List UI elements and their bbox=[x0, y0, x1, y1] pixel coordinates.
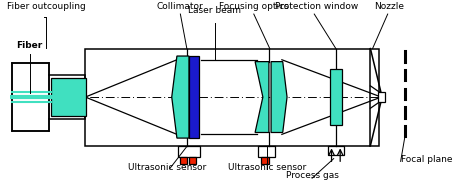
Bar bbox=[12, 63, 49, 131]
Bar bbox=[329, 69, 341, 125]
Text: Ultrasonic sensor: Ultrasonic sensor bbox=[128, 163, 206, 172]
Text: Ultrasonic sensor: Ultrasonic sensor bbox=[227, 163, 305, 172]
Text: Focal plane: Focal plane bbox=[400, 155, 451, 164]
Bar bbox=[257, 146, 275, 157]
Bar bbox=[49, 75, 85, 119]
Bar bbox=[180, 157, 186, 164]
Text: Laser beam: Laser beam bbox=[188, 6, 241, 15]
Polygon shape bbox=[270, 62, 286, 133]
Bar bbox=[327, 146, 343, 155]
Bar bbox=[85, 49, 378, 146]
Text: Protection window: Protection window bbox=[274, 2, 357, 11]
Text: Focusing optics: Focusing optics bbox=[218, 2, 288, 11]
Bar bbox=[178, 146, 199, 157]
Text: Collimator: Collimator bbox=[157, 2, 203, 11]
Bar bbox=[189, 157, 196, 164]
Bar bbox=[377, 92, 384, 102]
Text: Fiber outcoupling: Fiber outcoupling bbox=[7, 2, 86, 11]
Polygon shape bbox=[255, 62, 269, 133]
Polygon shape bbox=[171, 56, 189, 138]
Text: Nozzle: Nozzle bbox=[373, 2, 403, 11]
Bar bbox=[261, 157, 269, 164]
Text: Process gas: Process gas bbox=[285, 171, 338, 180]
Text: Fiber: Fiber bbox=[16, 41, 42, 50]
Polygon shape bbox=[189, 56, 198, 138]
Bar bbox=[50, 79, 86, 116]
